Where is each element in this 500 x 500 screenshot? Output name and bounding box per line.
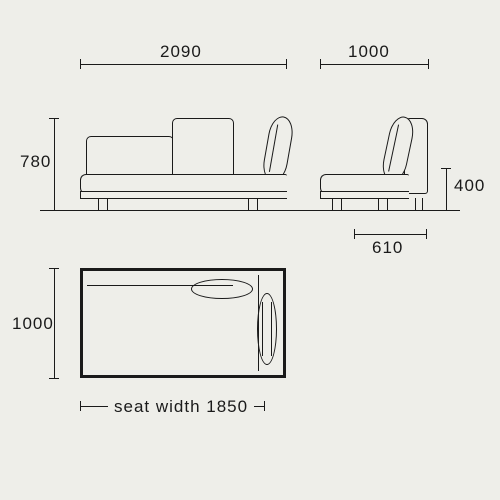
side-leg	[378, 198, 388, 210]
dim-tick	[320, 59, 321, 69]
dim-tick	[354, 229, 355, 239]
dim-1000a: 1000	[348, 42, 390, 62]
dim-1000b: 1000	[12, 314, 54, 334]
pillow-seam	[271, 302, 272, 356]
drawing-stage: 2090 1000 780 400 610 1000	[20, 40, 480, 460]
dim-tick	[428, 59, 429, 69]
dim-400: 400	[454, 176, 485, 196]
front-view	[80, 118, 286, 210]
dim-line-400	[446, 168, 447, 210]
dim-tick	[264, 401, 265, 411]
dim-tick	[286, 59, 287, 69]
plan-headrest	[191, 279, 253, 299]
side-leg	[332, 198, 342, 210]
dim-line-2090	[80, 64, 286, 65]
front-leg	[248, 198, 258, 210]
dim-tick	[441, 168, 451, 169]
pillow-seam	[262, 302, 263, 356]
dim-2090: 2090	[160, 42, 202, 62]
dim-tick	[49, 268, 59, 269]
dim-610: 610	[372, 238, 403, 258]
side-leg	[415, 198, 423, 210]
plan-pillow	[257, 293, 277, 365]
dim-line-780	[54, 118, 55, 210]
front-leg	[98, 198, 108, 210]
dim-tick	[49, 118, 59, 119]
dim-780: 780	[20, 152, 51, 172]
dim-tick	[80, 401, 81, 411]
dim-tick	[80, 59, 81, 69]
dim-tick	[426, 229, 427, 239]
plan-view	[80, 268, 286, 378]
front-backrest-high	[172, 118, 234, 180]
dim-line-seat-l	[80, 406, 108, 407]
dim-line-1000b	[54, 268, 55, 378]
ground-line	[40, 210, 460, 211]
side-view	[320, 118, 428, 210]
dim-line-1000a	[320, 64, 428, 65]
dim-seat-width: seat width 1850	[114, 397, 248, 417]
dim-line-seat-r	[254, 406, 264, 407]
pillow-seam	[388, 124, 399, 171]
pillow-seam	[269, 124, 278, 171]
dim-line-610	[354, 234, 426, 235]
dim-tick	[49, 378, 59, 379]
